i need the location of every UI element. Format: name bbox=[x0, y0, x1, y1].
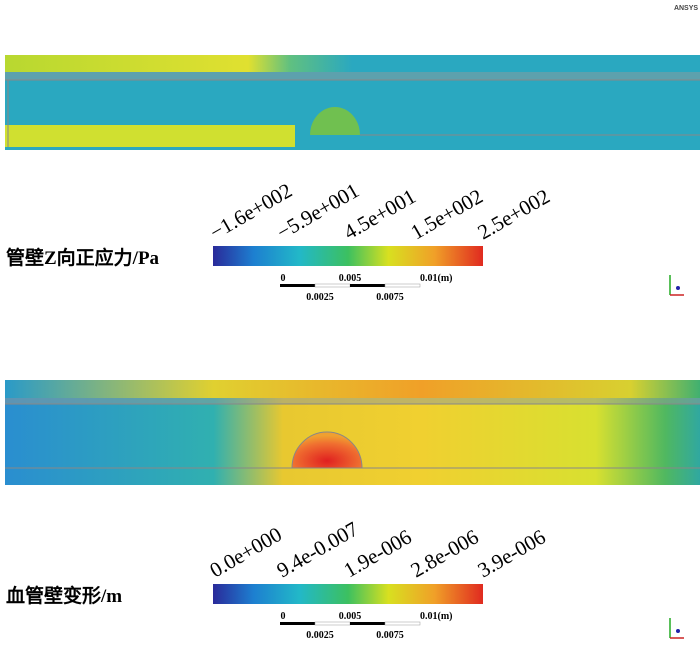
scale-bar bbox=[280, 622, 315, 625]
legend-title: 血管壁变形/m bbox=[6, 584, 122, 607]
scale-bar bbox=[314, 621, 351, 626]
legend-label: 2.5e+002 bbox=[474, 184, 554, 244]
scale-bar bbox=[384, 621, 421, 626]
scale-bar bbox=[350, 622, 385, 625]
legend-label: 2.8e-006 bbox=[407, 525, 483, 583]
tube-2 bbox=[5, 380, 700, 485]
logo: ANSYS bbox=[674, 5, 698, 12]
scale-label: 0.0075 bbox=[376, 630, 404, 641]
scale-label: 0.005 bbox=[339, 273, 362, 284]
axis-triad bbox=[669, 275, 684, 639]
scale-label: 0.01(m) bbox=[420, 273, 453, 284]
scale-bar bbox=[314, 283, 351, 288]
scale-bar bbox=[384, 283, 421, 288]
scale-label: 0.0025 bbox=[306, 630, 334, 641]
scale-label: 0 bbox=[281, 273, 286, 284]
scale-label: 0.0075 bbox=[376, 292, 404, 303]
legend-label: 0.0e+000 bbox=[206, 522, 286, 582]
colorbar bbox=[213, 246, 483, 266]
scale-label: 0.01(m) bbox=[420, 611, 453, 622]
scale-bar bbox=[280, 284, 315, 287]
legend-label: 1.5e+002 bbox=[407, 184, 487, 244]
colorbar bbox=[213, 584, 483, 604]
scale-label: 0.0025 bbox=[306, 292, 334, 303]
tube-1 bbox=[5, 55, 700, 150]
scale-bar bbox=[350, 284, 385, 287]
legend-title: 管壁Z向正应力/Pa bbox=[6, 246, 160, 269]
legend-label: 3.9e-006 bbox=[474, 525, 550, 583]
scale-label: 0.005 bbox=[339, 611, 362, 622]
scale-label: 0 bbox=[281, 611, 286, 622]
